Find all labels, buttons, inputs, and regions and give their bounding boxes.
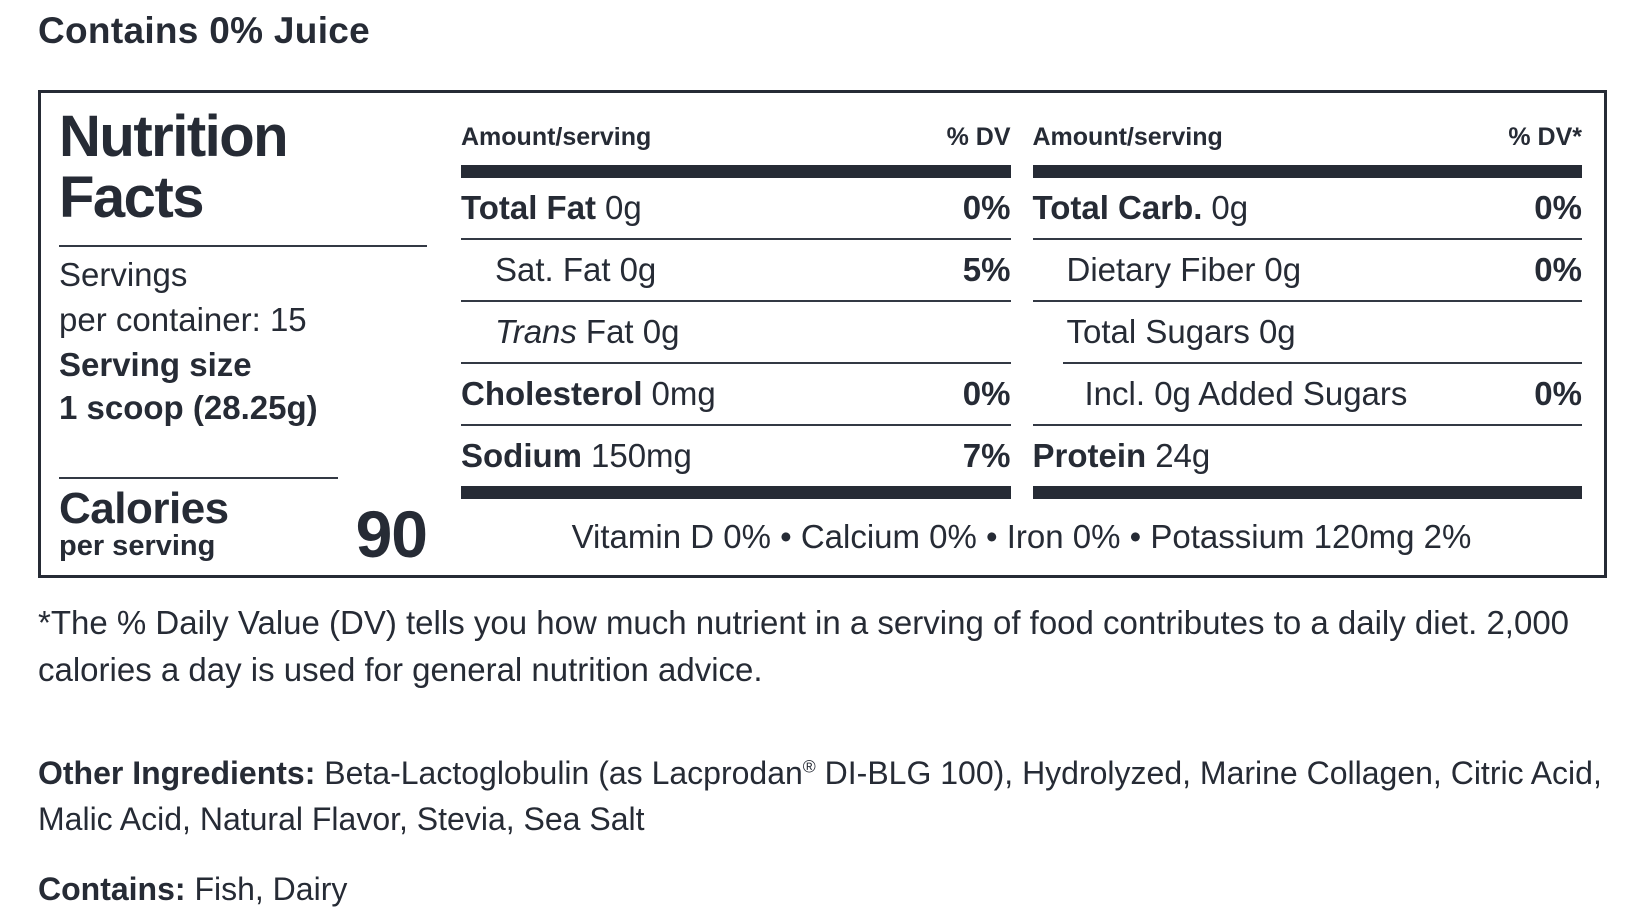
title-divider [59,244,427,247]
nutrition-facts-title: Nutrition Facts [59,104,427,230]
col1-rows: Total Fat 0g 0% Sat. Fat 0g 5% Trans [461,178,1011,486]
col2-top-bar [1032,165,1582,178]
col2-header: Amount/serving % DV* [1033,93,1583,165]
nutrient-column-right: Amount/serving % DV* Total Carb. 0g 0% D… [1032,93,1583,499]
other-ingredients-label: Other Ingredients: [38,754,316,791]
daily-value-footnote: *The % Daily Value (DV) tells you how mu… [38,604,1570,688]
servings-label: Servings [59,255,188,293]
row-divider [1032,424,1582,426]
row-divider [1032,300,1582,302]
row-divider [461,300,1011,302]
nutrient-columns-area: Amount/serving % DV Total Fat 0g 0% Sat.… [445,93,1604,575]
nutrient-row-total-sugars: Total Sugars 0g [1066,313,1296,350]
col1-header-dv: % DV [946,123,1011,151]
row-divider [1032,238,1582,240]
juice-content-heading: Contains 0% Juice [38,10,371,51]
nutrient-row-dietary-fiber: Dietary Fiber 0g 0% [1066,251,1583,288]
nutrient-row-sat-fat: Sat. Fat 0g 5% [495,251,1011,288]
registered-trademark-symbol: ® [802,756,816,777]
other-ingredients-text-1: Beta-Lactoglobulin (as Lacprodan [324,754,803,791]
calories-sublabel: per serving [59,529,216,562]
allergen-statement: Contains: Fish, Dairy [38,871,1607,908]
serving-size: Serving size 1 scoop (28.25g) [59,343,427,431]
nutrition-facts-panel: Nutrition Facts Servings per container: … [38,90,1607,578]
calories-label: Calories [59,483,229,533]
calories-labels: Calories per serving [59,483,338,562]
nutrition-facts-title-line1: Nutrition [59,104,289,169]
nutrition-facts-title-line2: Facts [59,164,205,230]
col1-header: Amount/serving % DV [461,93,1011,165]
allergen-text: Fish, Dairy [185,870,348,907]
micronutrients-line: Vitamin D 0% • Calcium 0% • Iron 0% • Po… [571,518,1472,555]
nutrient-row-total-fat: Total Fat 0g 0% [461,189,1011,226]
col2-header-dv: % DV* [1508,123,1582,151]
allergen-label: Contains: [38,870,186,907]
calories-divider [59,476,338,479]
row-divider-indented [1062,362,1582,364]
col2-bottom-bar [1032,486,1582,499]
col2-rows: Total Carb. 0g 0% Dietary Fiber 0g 0% [1032,178,1583,486]
nutrient-row-added-sugars: Incl. 0g Added Sugars 0% [1084,375,1583,412]
serving-size-value: 1 scoop (28.25g) [59,389,318,427]
col1-header-amount: Amount/serving [461,123,652,151]
servings-count: per container: 15 [59,300,307,338]
calories-value: 90 [355,497,428,572]
row-divider [461,238,1011,240]
col2-header-amount: Amount/serving [1032,123,1223,151]
nutrient-row-sodium: Sodium 150mg 7% [461,437,1011,474]
col1-top-bar [461,165,1011,178]
nutrient-columns: Amount/serving % DV Total Fat 0g 0% Sat.… [461,93,1582,499]
nutrient-row-protein: Protein 24g [1032,437,1211,474]
servings-per-container: Servings per container: 15 [59,253,427,343]
nutrient-column-left: Amount/serving % DV Total Fat 0g 0% Sat.… [461,93,1011,499]
nutrient-row-cholesterol: Cholesterol 0mg 0% [461,375,1011,412]
nutrient-row-total-carb: Total Carb. 0g 0% [1032,189,1583,226]
nutrient-row-trans-fat: Trans Fat 0g [495,313,680,350]
calories-row: Calories per serving 90 [59,465,428,572]
col1-bottom-bar [461,486,1011,499]
other-ingredients: Other Ingredients: Beta-Lactoglobulin (a… [38,750,1607,843]
panel-left-cell: Nutrition Facts Servings per container: … [41,93,445,575]
other-ingredients-text-2: DI-BLG 100), Hydrolyzed, Marine Collagen… [38,754,1602,838]
row-divider [461,424,1011,426]
serving-size-label: Serving size [59,345,252,383]
row-divider [461,362,1011,364]
